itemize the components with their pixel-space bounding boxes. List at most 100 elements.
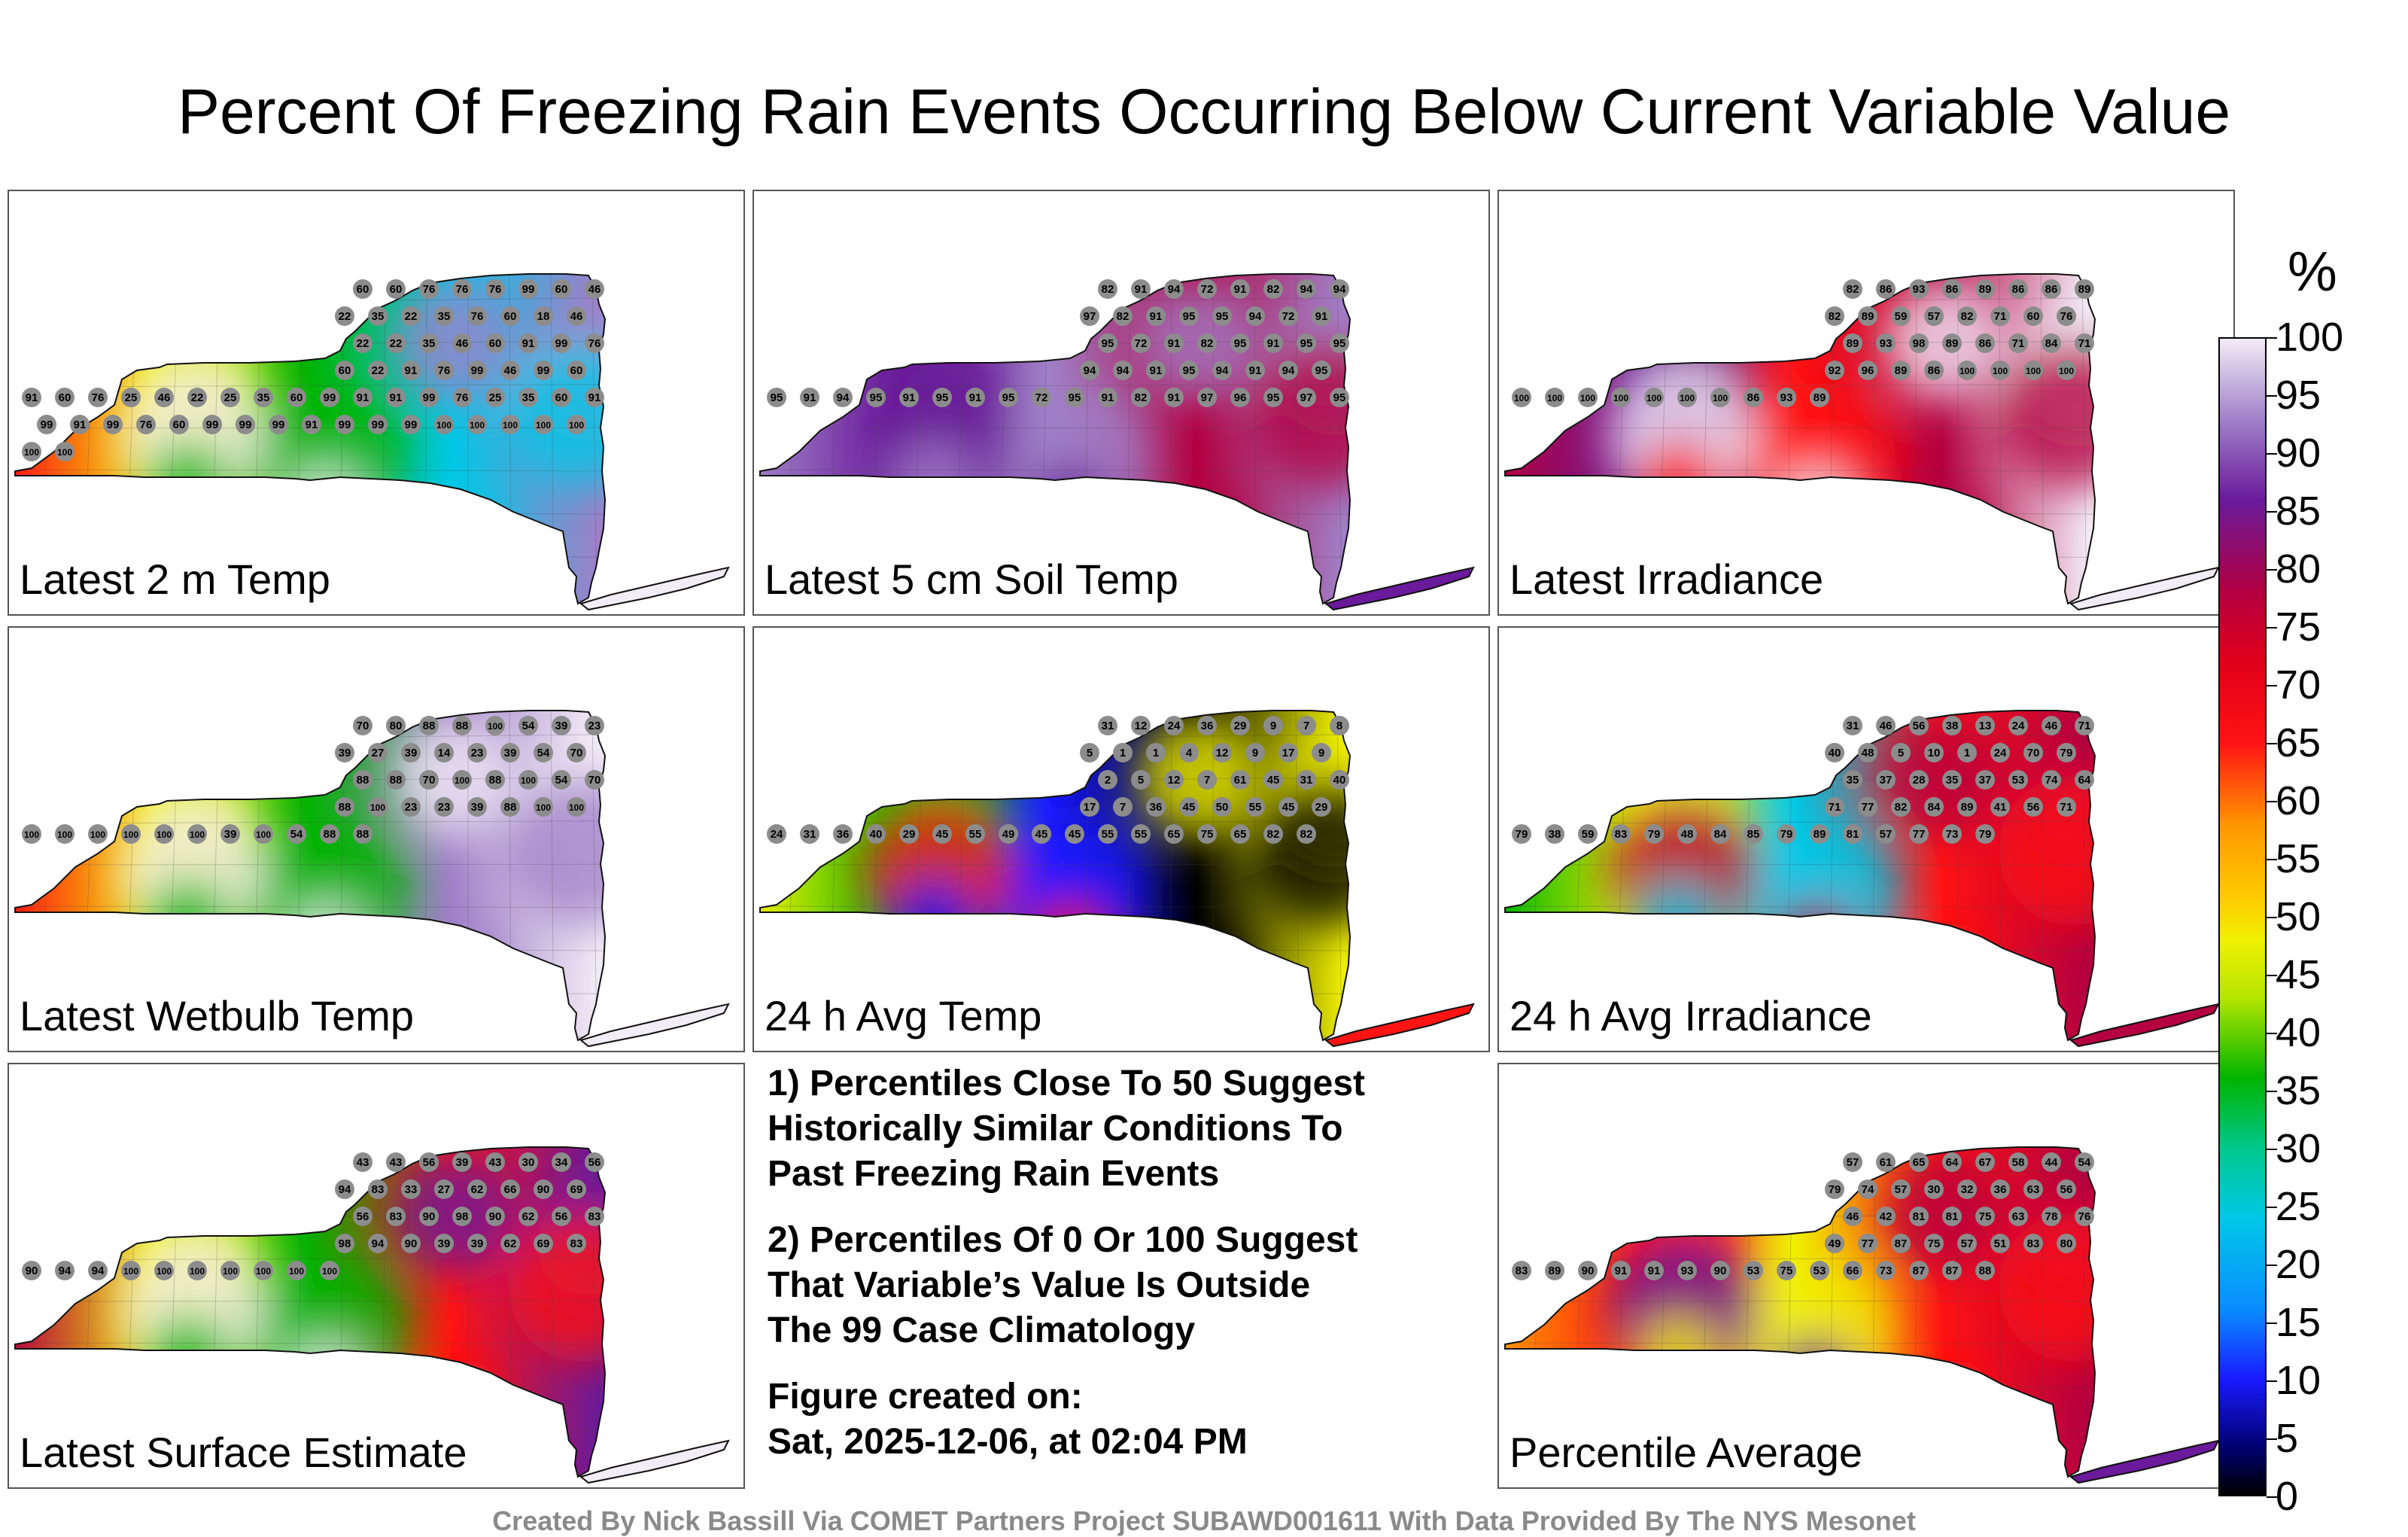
station-value: 91 [26,391,38,404]
station-marker: 94 [1113,361,1133,380]
shading-blob [1632,1315,1722,1405]
station-marker: 95 [1330,333,1349,353]
station-marker: 56 [552,1207,571,1226]
station-value: 30 [1928,1183,1941,1196]
county-line [1505,1256,2095,1261]
station-value: 66 [1847,1265,1859,1277]
station-marker: 76 [452,279,472,299]
station-dot [1777,1261,1796,1280]
station-dot [1131,770,1151,790]
station-dot [518,279,538,299]
station-value: 71 [2078,337,2091,350]
colorbar-tick-mark [2267,511,2277,513]
station-marker: 100 [121,824,141,844]
station-dot [2042,333,2061,353]
station-marker: 76 [2075,1207,2094,1226]
station-value: 99 [555,337,568,350]
station-value: 79 [1780,828,1793,841]
station-value: 95 [1216,310,1229,323]
shading-blob [863,797,1014,948]
station-value: 60 [290,391,303,404]
station-marker: 7 [1113,797,1133,817]
station-value: 83 [588,1210,601,1223]
station-marker: 97 [1080,306,1099,326]
station-value: 100 [470,420,485,431]
station-marker: 94 [1164,279,1184,299]
station-value: 100 [190,829,205,840]
station-marker: 42 [1876,1207,1896,1226]
station-dot [552,279,571,299]
station-dot [1164,824,1184,844]
station-dot [1909,1152,1929,1172]
colorbar-tick-label: 85 [2276,488,2321,534]
station-marker: 92 [1825,361,1844,380]
station-value: 35 [257,391,270,404]
map-panel-svg: 57 61 65 64 67 58 44 54 79 74 57 30 32 36 63 56 46 42 81 81… [1504,1146,2220,1484]
station-marker: 29 [1230,716,1250,735]
station-value: 94 [339,1183,351,1196]
station-value: 98 [456,1210,469,1223]
station-value: 89 [1549,1265,1561,1277]
station-value: 37 [1880,774,1893,787]
station-value: 91 [357,391,369,404]
station-value: 41 [1994,801,2007,814]
station-value: 90 [26,1265,38,1277]
state-outline [759,710,1351,1042]
station-value: 50 [1216,801,1229,814]
station-dot [467,797,487,817]
station-marker: 89 [1858,306,1877,326]
station-dot [2075,333,2094,353]
station-dot [1297,770,1316,790]
station-value: 96 [1234,391,1247,404]
station-marker: 95 [767,388,786,407]
shading-blob [24,274,114,357]
station-marker: 13 [1975,716,1995,735]
station-marker: 80 [2057,1234,2076,1253]
station-dot [2008,1207,2028,1226]
station-value: 10 [1928,747,1941,759]
station-dot [2042,1152,2061,1172]
station-marker: 97 [1197,388,1217,407]
station-marker: 91 [386,388,406,407]
long-island [579,566,730,611]
station-value: 91 [1150,364,1163,377]
station-dot [1644,1261,1664,1280]
station-value: 57 [1847,1156,1859,1169]
station-dot [1297,279,1316,299]
station-dot [187,824,207,844]
county-line [1336,711,1342,1040]
station-dot [1545,824,1564,844]
station-marker: 57 [1924,306,1944,326]
station-marker: 25 [220,388,240,407]
station-value: 100 [1580,393,1595,403]
station-value: 100 [24,829,39,840]
station-value: 7 [1303,720,1309,732]
station-marker: 57 [1891,1179,1911,1199]
station-value: 69 [537,1237,550,1250]
station-dot [1164,716,1184,735]
station-value: 96 [1862,364,1874,377]
state-fill [15,274,605,604]
station-value: 22 [372,364,385,377]
station-marker: 88 [452,716,472,735]
station-value: 8 [1336,720,1342,732]
station-value: 75 [1979,1210,1992,1223]
station-marker: 95 [1065,388,1084,407]
station-value: 17 [1282,747,1295,759]
station-dot [1975,1207,1995,1226]
station-dot [434,743,454,762]
station-marker: 39 [434,1234,454,1253]
station-dot [1942,1207,1962,1226]
station-value: 84 [1714,828,1727,841]
station-marker: 2 [1098,770,1117,790]
station-dot [485,1152,505,1172]
station-dot [1297,333,1316,353]
station-dot [1843,716,1862,735]
station-marker: 35 [1843,770,1862,790]
station-dot [1924,743,1944,762]
station-dot [1611,388,1631,407]
station-dot [1942,333,1962,353]
station-marker: 61 [1230,770,1250,790]
station-value: 7 [1120,801,1126,814]
station-dot [1843,333,1862,353]
